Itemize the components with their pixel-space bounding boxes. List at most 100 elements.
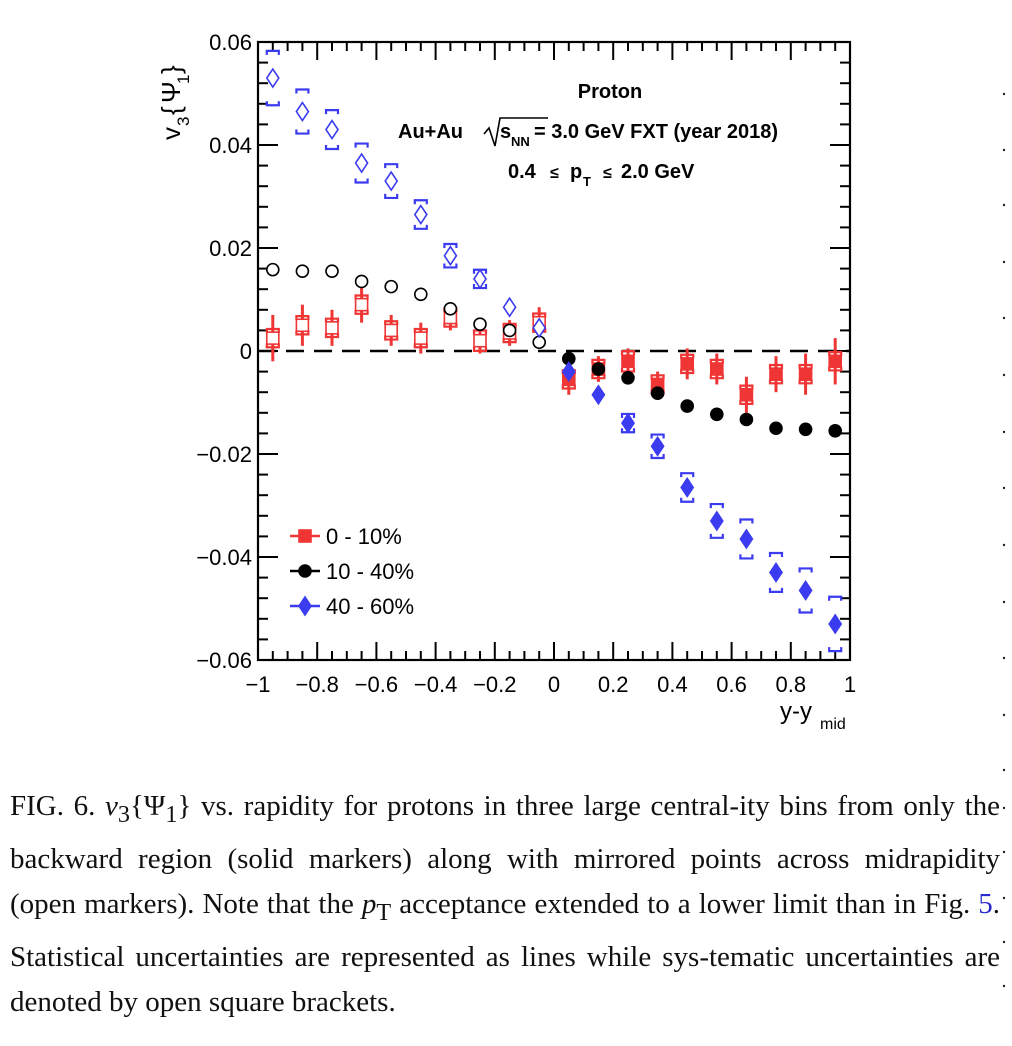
y-tick-label: −0.02 xyxy=(196,442,252,467)
y-tick-label: −0.06 xyxy=(196,648,252,673)
sys-bracket xyxy=(443,242,458,248)
sys-bracket xyxy=(384,193,399,200)
sys-bracket xyxy=(620,350,636,356)
sys-bracket xyxy=(443,322,458,328)
y-axis-label: v 3 { Ψ 1 } xyxy=(156,65,193,140)
caption-symbol-psi-sub: 1 xyxy=(165,800,178,828)
sys-bracket xyxy=(650,433,665,439)
data-point-diamond xyxy=(591,384,606,406)
sys-bracket xyxy=(709,358,724,364)
sys-bracket xyxy=(828,366,843,372)
annotation-pt-sub: T xyxy=(583,174,591,189)
legend-label: 0 - 10% xyxy=(326,524,402,549)
data-point-square xyxy=(769,367,783,381)
sys-bracket xyxy=(295,129,310,135)
y-tick-label: 0.02 xyxy=(209,236,252,261)
data-point-circle xyxy=(828,424,843,438)
axes-frame: −1 −0.8 −0.6 −0.4 −0.2 0 0.2 0.4 0.6 0.8 1 −0.06 −0.… xyxy=(196,30,856,697)
sys-bracket xyxy=(413,343,428,349)
annotation-pt-low: 0.4 xyxy=(508,161,537,183)
data-point-square xyxy=(354,297,369,312)
data-point-diamond xyxy=(621,412,635,434)
sys-bracket xyxy=(768,587,784,593)
svg-text:}: } xyxy=(156,65,186,74)
svg-text:1: 1 xyxy=(174,75,193,84)
sys-bracket xyxy=(443,263,458,269)
sys-bracket xyxy=(472,346,488,352)
caption-figure-ref[interactable]: 5 xyxy=(978,887,993,920)
data-point-circle xyxy=(502,323,517,338)
svg-text:3: 3 xyxy=(174,117,193,126)
data-point-circle xyxy=(798,422,813,437)
sys-bracket xyxy=(739,399,754,406)
sys-bracket xyxy=(413,327,428,333)
y-tick-label: 0.04 xyxy=(209,133,252,158)
annotation-leq-1: ≤ xyxy=(550,165,559,182)
sys-bracket xyxy=(709,533,724,539)
sys-bracket xyxy=(709,374,724,380)
sys-bracket xyxy=(798,363,813,370)
data-point-square xyxy=(265,331,280,345)
data-point-diamond xyxy=(265,67,280,89)
data-point-square xyxy=(384,323,399,338)
sys-bracket xyxy=(591,374,606,380)
data-point-square xyxy=(325,321,339,335)
y-tick-label: −0.04 xyxy=(196,545,252,570)
data-point-diamond xyxy=(650,435,665,457)
sys-bracket xyxy=(650,454,665,460)
legend-label: 40 - 60% xyxy=(326,594,414,619)
data-point-square xyxy=(828,354,843,369)
legend-label: 10 - 40% xyxy=(326,559,414,584)
legend-marker xyxy=(298,529,312,543)
data-point-diamond xyxy=(828,613,843,635)
sys-bracket xyxy=(295,330,310,336)
data-point-circle xyxy=(680,399,695,413)
figure-caption: FIG. 6. v3{Ψ1} vs. rapidity for protons … xyxy=(10,784,1000,1025)
x-tick-label: 0.2 xyxy=(598,672,629,697)
data-point-circle xyxy=(473,317,487,332)
sys-bracket xyxy=(295,315,310,321)
data-point-circle xyxy=(265,262,280,277)
data-point-diamond xyxy=(295,101,310,122)
caption-symbol-v: v xyxy=(105,790,118,822)
sys-bracket xyxy=(680,472,695,478)
svg-text:mid: mid xyxy=(820,716,846,733)
caption-text-1: vs. rapidity for protons in three large … xyxy=(10,790,1001,920)
sys-bracket xyxy=(739,384,754,390)
x-tick-label: 0.6 xyxy=(716,672,747,697)
x-axis-label: y-y mid xyxy=(780,698,846,733)
sys-bracket xyxy=(354,309,369,315)
data-point-circle xyxy=(354,274,369,289)
sys-bracket xyxy=(354,294,369,300)
data-point-diamond xyxy=(502,296,517,318)
data-point-diamond xyxy=(384,170,399,192)
data-point-diamond xyxy=(680,477,695,498)
legend-marker xyxy=(298,564,312,578)
annotation-energy-s: s xyxy=(500,121,511,143)
sys-bracket xyxy=(680,369,695,375)
sys-bracket xyxy=(354,178,369,184)
caption-text-3: . Statistical uncertainties are represen… xyxy=(10,887,1001,1018)
sys-bracket xyxy=(709,502,724,509)
x-tick-label: 0 xyxy=(548,672,560,697)
sys-bracket xyxy=(324,317,340,323)
data-point-circle xyxy=(295,264,310,278)
sys-bracket xyxy=(828,647,843,653)
x-tick-label: −0.6 xyxy=(355,672,398,697)
svg-text:Ψ: Ψ xyxy=(156,81,186,103)
sys-bracket xyxy=(265,49,280,55)
data-point-circle xyxy=(769,421,783,436)
sys-bracket xyxy=(828,595,843,601)
sys-bracket xyxy=(324,332,340,339)
data-point-diamond xyxy=(354,152,369,174)
sys-bracket xyxy=(650,374,665,380)
x-tick-label: −0.4 xyxy=(414,672,457,697)
sys-bracket xyxy=(502,338,517,344)
sqrt-symbol xyxy=(483,117,548,147)
sys-bracket xyxy=(768,551,784,557)
x-tick-label: 0.8 xyxy=(776,672,807,697)
annotation-leq-2: ≤ xyxy=(603,165,612,182)
y-tick-label: 0 xyxy=(240,339,252,364)
data-point-square xyxy=(739,387,754,402)
caption-symbol-v-sub: 3 xyxy=(117,800,130,828)
